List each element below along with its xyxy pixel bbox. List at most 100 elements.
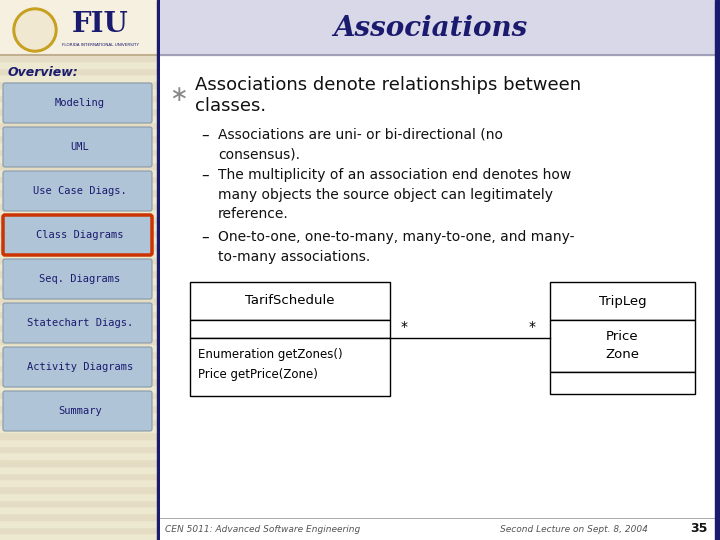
Text: 35: 35 xyxy=(690,523,708,536)
Bar xyxy=(0,209,160,216)
Bar xyxy=(190,320,390,338)
Bar xyxy=(0,222,160,230)
Bar xyxy=(160,0,720,55)
Bar xyxy=(0,54,160,60)
Bar xyxy=(0,108,160,115)
Bar xyxy=(0,47,160,54)
FancyBboxPatch shape xyxy=(3,347,152,387)
Bar xyxy=(0,94,160,102)
Bar xyxy=(0,372,160,378)
Text: Second Lecture on Sept. 8, 2004: Second Lecture on Sept. 8, 2004 xyxy=(500,524,648,534)
Bar xyxy=(0,480,160,486)
FancyBboxPatch shape xyxy=(3,259,152,299)
Bar xyxy=(0,156,160,162)
Bar xyxy=(0,40,160,47)
Text: Associations: Associations xyxy=(333,15,527,42)
Text: –: – xyxy=(201,230,209,245)
Text: Associations denote relationships between: Associations denote relationships betwee… xyxy=(195,76,581,94)
Bar xyxy=(0,230,160,237)
Bar xyxy=(0,33,160,40)
Text: Price
Zone: Price Zone xyxy=(606,330,639,361)
Text: One-to-one, one-to-many, many-to-one, and many-
to-many associations.: One-to-one, one-to-many, many-to-one, an… xyxy=(218,230,575,264)
Bar xyxy=(0,486,160,492)
Bar xyxy=(0,27,160,33)
Bar xyxy=(550,282,695,320)
Bar xyxy=(0,465,160,472)
Bar xyxy=(0,338,160,345)
Bar xyxy=(0,0,160,55)
Bar xyxy=(190,338,390,396)
Bar xyxy=(190,282,390,320)
Bar xyxy=(0,0,160,6)
Bar xyxy=(0,364,160,372)
Text: CEN 5011: Advanced Software Engineering: CEN 5011: Advanced Software Engineering xyxy=(165,524,360,534)
Bar xyxy=(0,135,160,141)
Bar xyxy=(0,500,160,507)
Bar xyxy=(550,320,695,372)
Bar xyxy=(0,317,160,324)
Text: Summary: Summary xyxy=(58,406,102,416)
Text: TarifSchedule: TarifSchedule xyxy=(246,294,335,307)
Bar xyxy=(0,472,160,480)
Bar xyxy=(0,202,160,209)
Bar xyxy=(0,351,160,357)
Bar xyxy=(0,384,160,391)
Text: FIU: FIU xyxy=(71,10,128,37)
Bar xyxy=(0,297,160,303)
Bar xyxy=(0,81,160,87)
Text: The multiplicity of an association end denotes how
many objects the source objec: The multiplicity of an association end d… xyxy=(218,168,571,221)
Bar xyxy=(0,141,160,149)
Bar xyxy=(0,122,160,128)
Bar xyxy=(0,243,160,249)
Bar xyxy=(0,411,160,418)
Bar xyxy=(0,284,160,291)
Bar xyxy=(0,216,160,222)
Bar xyxy=(0,492,160,500)
Bar xyxy=(0,324,160,330)
Text: classes.: classes. xyxy=(195,97,266,115)
Bar xyxy=(0,87,160,94)
Bar xyxy=(0,432,160,438)
Text: UML: UML xyxy=(71,142,89,152)
Bar xyxy=(550,372,695,394)
Text: Overview:: Overview: xyxy=(8,65,78,78)
Bar xyxy=(0,303,160,310)
Text: ∗: ∗ xyxy=(168,85,187,105)
FancyBboxPatch shape xyxy=(3,83,152,123)
Bar xyxy=(0,330,160,338)
Bar xyxy=(0,453,160,459)
Text: FLORIDA INTERNATIONAL UNIVERSITY: FLORIDA INTERNATIONAL UNIVERSITY xyxy=(61,43,138,47)
Bar xyxy=(0,418,160,426)
Bar xyxy=(0,249,160,256)
Text: Seq. Diagrams: Seq. Diagrams xyxy=(40,274,121,284)
Bar xyxy=(0,438,160,445)
Bar xyxy=(0,526,160,534)
Bar xyxy=(0,519,160,526)
Bar xyxy=(0,162,160,168)
Bar xyxy=(0,399,160,405)
Bar xyxy=(0,60,160,68)
FancyBboxPatch shape xyxy=(3,391,152,431)
Bar xyxy=(0,446,160,453)
Bar xyxy=(0,189,160,195)
Bar xyxy=(0,176,160,183)
Bar xyxy=(0,148,160,156)
Circle shape xyxy=(16,11,54,49)
Bar xyxy=(0,378,160,384)
Text: Enumeration getZones()
Price getPrice(Zone): Enumeration getZones() Price getPrice(Zo… xyxy=(198,348,343,381)
Bar xyxy=(0,263,160,270)
Bar xyxy=(0,426,160,432)
Text: –: – xyxy=(201,168,209,183)
Bar xyxy=(0,14,160,20)
Bar xyxy=(0,534,160,540)
Bar xyxy=(0,183,160,189)
FancyBboxPatch shape xyxy=(3,171,152,211)
Bar xyxy=(0,256,160,263)
FancyBboxPatch shape xyxy=(3,215,152,255)
Text: –: – xyxy=(201,128,209,143)
Bar xyxy=(0,102,160,108)
Bar xyxy=(0,513,160,519)
Bar xyxy=(157,0,160,540)
FancyBboxPatch shape xyxy=(3,127,152,167)
Text: TripLeg: TripLeg xyxy=(599,294,647,307)
